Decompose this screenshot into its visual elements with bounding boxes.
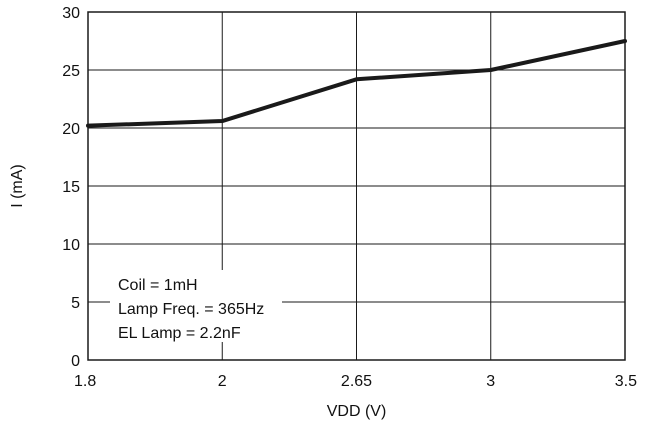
y-tick-labels: 0 5 10 15 20 25 30 [62,5,80,370]
series-group [86,39,627,128]
y-tick-label: 10 [62,237,80,254]
y-axis-label: I (mA) [9,164,26,208]
x-tick-label: 3 [486,373,495,390]
annotation-el-lamp: EL Lamp = 2.2nF [118,325,241,342]
annotation-lamp-freq: Lamp Freq. = 365Hz [118,301,264,318]
y-tick-label: 0 [71,353,80,370]
x-tick-labels: 1.8 2 2.65 3 3.5 [74,373,637,390]
annotation-coil: Coil = 1mH [118,277,198,294]
y-tick-label: 20 [62,121,80,138]
x-tick-label: 3.5 [615,373,637,390]
series-line [86,39,627,128]
x-tick-label: 2 [218,373,227,390]
x-tick-label: 1.8 [74,373,96,390]
y-tick-label: 25 [62,63,80,80]
annotation-background [110,270,282,342]
y-tick-label: 5 [71,295,80,312]
y-tick-label: 30 [62,5,80,22]
x-tick-label: 2.65 [341,373,372,390]
x-axis-label: VDD (V) [327,403,387,420]
plot-frame [87,11,626,361]
y-tick-label: 15 [62,179,80,196]
